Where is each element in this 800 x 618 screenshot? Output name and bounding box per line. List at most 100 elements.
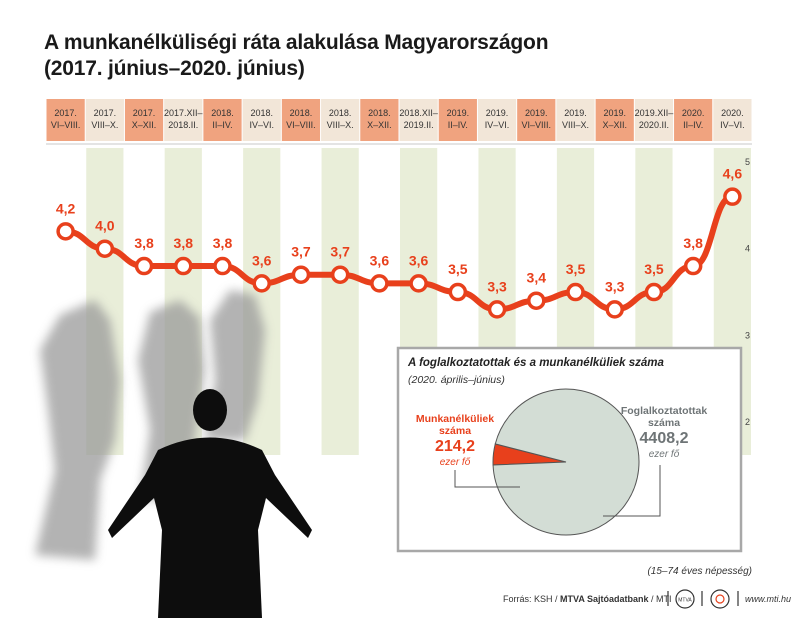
employed-value: 4408,2	[639, 430, 689, 447]
period-header-cell	[477, 99, 517, 141]
mti-logo	[710, 589, 730, 609]
unemployed-value: 214,2	[434, 438, 476, 455]
data-point	[95, 239, 115, 258]
period-header-label: 2019.	[603, 108, 626, 118]
period-header-label: IV–VI.	[720, 120, 745, 130]
period-header-label: VI–VIII.	[51, 120, 81, 130]
period-header-label: II–IV.	[448, 120, 468, 130]
data-point	[527, 291, 546, 310]
data-point	[644, 282, 664, 302]
data-label: 3,8	[174, 235, 194, 251]
data-point	[448, 282, 468, 302]
unemployed-label: Munkanélküliek száma 214,2 ezer fő	[400, 413, 510, 469]
period-header-cell	[203, 99, 242, 141]
unemployed-name-line-1: Munkanélküliek	[415, 413, 495, 425]
period-header-cell	[164, 99, 203, 141]
data-label: 3,4	[527, 270, 547, 286]
period-header-label: 2018.XII–	[399, 108, 438, 118]
person-silhouette-illustration	[108, 389, 312, 618]
employed-name-line-2: száma	[647, 417, 681, 429]
period-header-cell	[281, 99, 321, 141]
period-header-label: 2018.	[290, 108, 313, 118]
period-header-cell	[634, 99, 674, 141]
data-label: 3,3	[487, 278, 507, 294]
period-header-label: IV–VI.	[485, 120, 510, 130]
unemployed-leader-line	[454, 470, 520, 488]
period-header-label: 2019.XII–	[635, 108, 674, 118]
period-header-label: 2018.	[211, 108, 234, 118]
period-header-cell	[713, 99, 752, 141]
data-point	[134, 256, 154, 276]
website-link[interactable]: www.mti.hu	[745, 594, 792, 604]
data-labels: 4,2 4,0 3,8 3,8 3,8 3,6 3,7 3,7 3,6 3,6 3,5 3,3 3,4 3…	[56, 166, 742, 295]
inset-subtitle: (2020. április–június)	[408, 374, 505, 386]
mtva-logo-text: MTVA	[678, 598, 692, 604]
data-label: 3,5	[566, 261, 586, 277]
source-credit: Forrás: KSH / MTVA Sajtóadatbank / MTI	[503, 594, 672, 604]
period-header-label: 2018.II.	[168, 120, 198, 130]
data-point	[213, 256, 232, 276]
period-header-label: 2018.	[250, 108, 273, 118]
period-header-label: 2018.	[329, 108, 352, 118]
period-header-cell	[399, 99, 438, 141]
period-header-label: II–IV.	[683, 120, 703, 130]
period-header-label: X–XII.	[132, 120, 157, 130]
period-header-label: 2018.	[368, 108, 391, 118]
period-header-label: VIII–X.	[562, 120, 589, 130]
mtva-logo: MTVA	[675, 589, 695, 609]
data-point	[370, 274, 389, 293]
data-label: 3,5	[448, 261, 468, 277]
population-note: (15–74 éves népesség)	[647, 566, 752, 577]
source-agency: MTVA Sajtóadatbank	[560, 594, 649, 604]
data-point	[566, 282, 585, 302]
data-point	[409, 274, 428, 293]
unemployed-unit: ezer fő	[439, 457, 471, 468]
period-header-label: 2019.	[525, 108, 548, 118]
data-label: 3,8	[683, 235, 703, 251]
employed-unit: ezer fő	[648, 449, 680, 460]
period-header-cell	[242, 99, 281, 141]
data-label: 3,8	[134, 235, 154, 251]
y-tick-label: 5	[745, 157, 750, 167]
data-label: 3,6	[409, 252, 429, 268]
y-tick-label: 4	[745, 244, 750, 254]
period-header-label: 2017.XII–	[164, 108, 203, 118]
data-label: 3,5	[644, 261, 664, 277]
unemployed-name-line-2: száma	[438, 425, 472, 437]
source-prefix: Forrás: KSH /	[503, 594, 561, 604]
period-header-label: VIII–X.	[91, 120, 118, 130]
period-header-cell	[438, 99, 477, 141]
period-header-cell	[85, 99, 124, 141]
data-points	[56, 187, 742, 319]
data-point	[723, 187, 742, 206]
data-label: 3,7	[330, 244, 350, 260]
data-point	[487, 300, 507, 319]
title-line-1: A munkanélküliségi ráta alakulása Magyar…	[44, 31, 549, 54]
period-header-label: 2019.II.	[404, 120, 434, 130]
data-label: 4,6	[723, 166, 743, 182]
period-header-label: 2017.	[54, 108, 77, 118]
y-tick-label: 2	[745, 417, 750, 427]
source-suffix: / MTI	[648, 594, 672, 604]
period-header-label: X–XII.	[602, 120, 627, 130]
period-header-label: 2019.	[447, 108, 470, 118]
period-header-cell	[517, 99, 556, 141]
period-header-label: 2020.II.	[639, 120, 669, 130]
period-header-cell	[360, 99, 399, 141]
period-header-label: VI–VIII.	[522, 120, 552, 130]
chart-title: A munkanélküliségi ráta alakulása Magyar…	[44, 30, 549, 82]
period-header-label: VIII–X.	[327, 120, 354, 130]
period-header-row: 2017. VI–VIII. 2017. VIII–X. 2017. X–XII. 2017…	[46, 99, 752, 141]
data-label: 4,2	[56, 200, 76, 216]
period-header-label: 2017.	[94, 108, 117, 118]
period-header-label: 2019.	[486, 108, 509, 118]
title-line-2: (2017. június–2020. június)	[44, 57, 305, 80]
data-label: 3,3	[605, 278, 625, 294]
period-header-label: 2019.	[564, 108, 587, 118]
period-header-label: IV–VI.	[249, 120, 274, 130]
data-label: 3,8	[213, 235, 233, 251]
data-label: 3,6	[252, 252, 272, 268]
period-header-label: II–IV.	[212, 120, 232, 130]
data-label: 3,6	[370, 252, 390, 268]
